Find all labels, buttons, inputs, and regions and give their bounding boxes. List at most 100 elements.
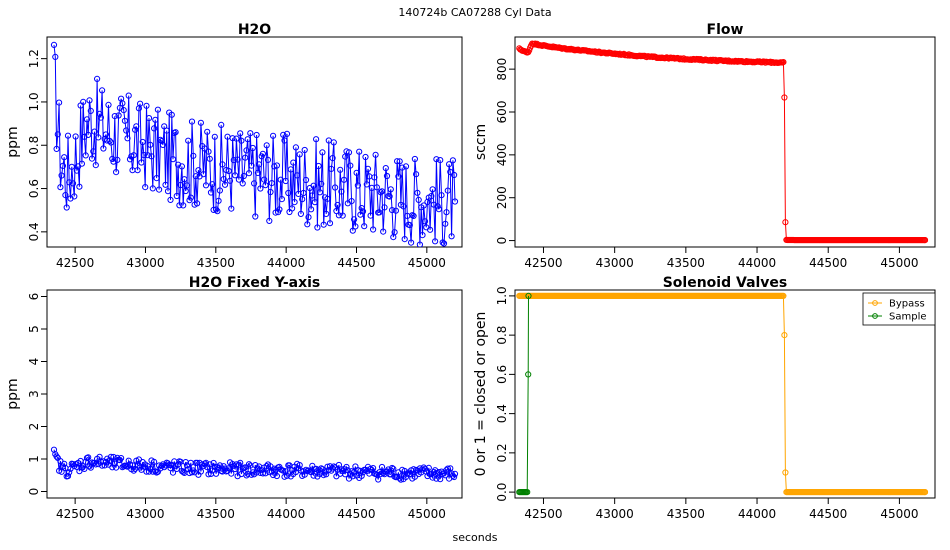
y-axis-label: ppm <box>5 126 21 157</box>
data-point <box>399 164 406 171</box>
data-point <box>192 173 199 180</box>
y-tick-label: 4 <box>27 358 41 366</box>
data-point <box>154 106 161 113</box>
data-point <box>213 206 220 213</box>
data-point <box>375 476 382 483</box>
x-tick-label: 45000 <box>880 507 918 521</box>
data-point <box>432 238 439 245</box>
data-point <box>314 224 321 231</box>
data-point <box>226 177 234 184</box>
data-point <box>202 182 210 189</box>
data-point <box>338 188 345 195</box>
data-point <box>447 168 454 176</box>
data-point <box>183 182 191 189</box>
x-tick-label: 43000 <box>596 256 634 270</box>
data-point <box>427 226 434 233</box>
panel-h2o: H2O 42500 43000 43500 44000 44500 45000 0.4 0.6 0… <box>5 22 463 270</box>
data-point <box>270 132 277 139</box>
y-tick-label: 0.8 <box>495 326 509 345</box>
data-point <box>359 208 367 215</box>
data-point <box>68 163 75 170</box>
data-point <box>63 204 70 211</box>
data-point <box>237 459 244 466</box>
data-point <box>85 454 92 461</box>
data-point <box>168 111 175 118</box>
data-point <box>378 463 386 471</box>
data-point <box>392 207 399 214</box>
data-point <box>158 138 165 145</box>
data-point <box>64 473 72 480</box>
data-point <box>214 208 221 215</box>
data-point <box>230 157 237 164</box>
data-point <box>297 210 304 217</box>
data-point <box>145 115 153 122</box>
data-point <box>167 465 174 472</box>
data-point <box>151 125 158 132</box>
data-point <box>244 136 251 143</box>
data-point <box>133 123 140 130</box>
data-point <box>107 139 115 146</box>
data-point <box>238 137 245 144</box>
data-point <box>380 228 387 235</box>
data-point <box>401 236 408 243</box>
data-point <box>200 171 207 178</box>
x-axis-label: seconds <box>453 531 498 544</box>
y-tick-label: 1.2 <box>27 49 41 68</box>
data-point <box>377 189 384 196</box>
data-point <box>343 463 350 471</box>
data-point <box>239 180 246 187</box>
data-point <box>147 141 154 148</box>
data-point <box>101 462 108 469</box>
data-point <box>92 162 99 169</box>
data-point <box>278 196 285 203</box>
y-tick-label: 1 <box>27 455 41 463</box>
legend-box <box>862 292 936 326</box>
data-point <box>204 128 211 135</box>
data-point <box>318 465 325 472</box>
data-point <box>525 371 532 378</box>
data-point <box>780 292 787 299</box>
data-point <box>69 180 77 187</box>
y-tick-label: 3 <box>27 390 41 398</box>
data-point <box>439 239 446 246</box>
data-point <box>311 199 318 206</box>
data-point <box>100 145 107 152</box>
data-point <box>309 192 316 199</box>
data-point <box>210 206 217 213</box>
data-point <box>271 163 278 170</box>
data-point <box>142 184 149 191</box>
data-point <box>421 218 429 225</box>
data-point <box>305 214 312 221</box>
data-point <box>172 129 179 136</box>
data-point <box>229 461 236 468</box>
series-line <box>53 44 456 245</box>
data-point <box>225 167 232 175</box>
data-point <box>400 203 407 210</box>
data-point <box>106 137 113 144</box>
data-point <box>319 149 326 156</box>
data-point <box>402 163 410 170</box>
y-tick-label: 2 <box>27 423 41 431</box>
data-point <box>308 206 315 213</box>
data-point <box>61 154 68 161</box>
data-point <box>281 137 288 144</box>
data-point <box>416 241 423 247</box>
data-point <box>302 176 310 184</box>
data-point <box>263 142 270 149</box>
data-point <box>782 469 789 476</box>
data-point <box>370 465 377 472</box>
data-point <box>245 461 253 468</box>
data-point <box>247 130 254 137</box>
data-point <box>283 130 291 137</box>
data-point <box>251 180 258 187</box>
data-point <box>137 100 144 107</box>
data-point <box>248 162 255 169</box>
data-point <box>420 202 427 209</box>
data-point <box>367 212 374 219</box>
data-point <box>216 187 223 194</box>
data-point <box>119 100 126 107</box>
data-point <box>56 99 63 106</box>
data-point <box>235 176 242 183</box>
data-point <box>243 147 250 154</box>
data-point <box>253 131 260 139</box>
